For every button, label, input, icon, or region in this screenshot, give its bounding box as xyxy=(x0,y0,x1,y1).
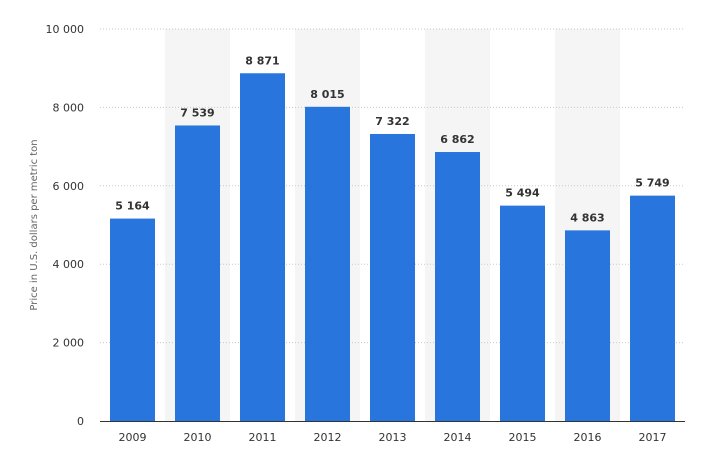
bar xyxy=(240,73,285,421)
x-tick-label: 2016 xyxy=(574,431,602,444)
bar xyxy=(370,133,415,421)
data-label: 6 862 xyxy=(440,133,474,146)
data-label: 5 494 xyxy=(505,187,540,200)
y-axis-label: Price in U.S. dollars per metric ton xyxy=(29,139,40,310)
y-tick-label: 4 000 xyxy=(53,258,85,271)
y-tick-label: 0 xyxy=(77,415,84,428)
x-tick-label: 2011 xyxy=(249,431,277,444)
x-axis-ticks: 2009 2010 2011 2012 2013 2014 2015 2016 2017 xyxy=(119,431,667,444)
bar xyxy=(565,230,610,421)
x-tick-label: 2010 xyxy=(184,431,212,444)
bar xyxy=(305,106,350,421)
y-tick-label: 10 000 xyxy=(46,23,85,36)
y-axis-ticks: 0 2 000 4 000 6 000 8 000 10 000 xyxy=(46,23,85,428)
x-tick-label: 2009 xyxy=(119,431,147,444)
y-tick-label: 6 000 xyxy=(53,180,85,193)
data-label: 7 322 xyxy=(375,115,409,128)
bar xyxy=(110,218,155,421)
data-label: 5 164 xyxy=(115,200,150,213)
y-tick-label: 8 000 xyxy=(53,101,85,114)
data-label: 4 863 xyxy=(570,211,604,224)
bar xyxy=(500,205,545,421)
x-tick-label: 2014 xyxy=(444,431,472,444)
data-labels: 5 164 7 539 8 871 8 015 7 322 6 862 5 494 4 863… xyxy=(115,54,669,224)
data-label: 8 871 xyxy=(245,54,279,67)
x-tick-label: 2017 xyxy=(639,431,667,444)
data-label: 5 749 xyxy=(635,177,669,190)
bar xyxy=(630,195,675,421)
bar xyxy=(175,125,220,422)
x-tick-label: 2015 xyxy=(509,431,537,444)
data-label: 7 539 xyxy=(180,106,214,119)
x-tick-label: 2012 xyxy=(314,431,342,444)
bar xyxy=(435,152,480,422)
y-tick-label: 2 000 xyxy=(53,337,85,350)
x-tick-label: 2013 xyxy=(379,431,407,444)
data-label: 8 015 xyxy=(310,88,344,101)
bars xyxy=(110,73,675,422)
